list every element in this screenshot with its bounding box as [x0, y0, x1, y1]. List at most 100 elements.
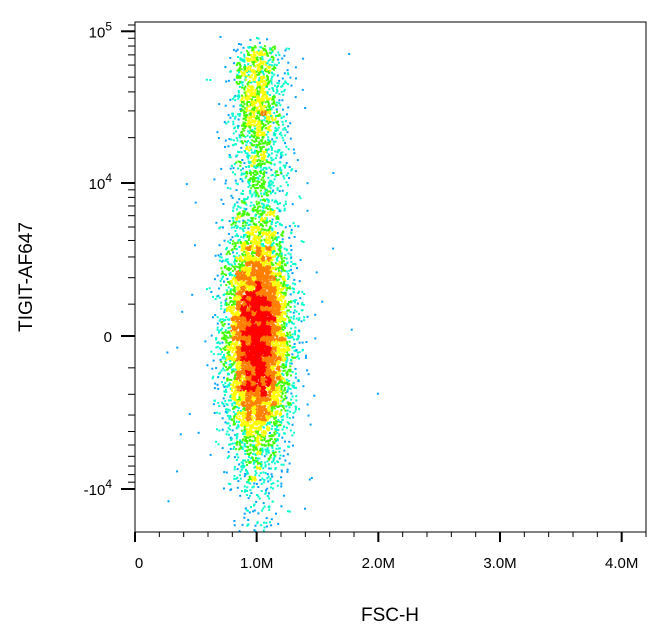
event-dot	[230, 281, 233, 284]
event-dot	[244, 253, 247, 256]
event-dot	[246, 410, 249, 412]
event-dot	[283, 312, 286, 315]
event-dot	[255, 371, 258, 374]
event-dot	[293, 305, 296, 308]
event-dot	[237, 407, 240, 410]
event-dot	[245, 256, 248, 259]
event-dot	[228, 358, 231, 361]
event-dot	[279, 355, 282, 358]
event-dot	[252, 426, 255, 429]
event-dot	[241, 262, 244, 265]
event-dot	[281, 320, 284, 323]
event-dot	[244, 381, 247, 384]
event-dot	[253, 292, 256, 295]
event-dot	[251, 304, 254, 307]
event-dot	[276, 359, 279, 362]
event-dot	[267, 412, 270, 415]
event-dot	[283, 247, 286, 250]
event-dot	[249, 180, 251, 183]
event-dot	[223, 337, 226, 340]
event-dot	[269, 444, 272, 447]
event-dot	[215, 295, 218, 298]
event-dot	[244, 287, 247, 289]
event-dot	[240, 367, 243, 370]
event-dot	[223, 280, 225, 283]
event-dot	[267, 394, 270, 396]
event-dot	[278, 260, 281, 263]
event-dot	[277, 362, 279, 365]
event-dot	[209, 453, 212, 456]
event-dot	[264, 251, 267, 254]
event-dot	[226, 267, 229, 270]
event-dot	[276, 383, 279, 385]
event-dot	[231, 300, 234, 303]
event-dot	[294, 410, 297, 413]
event-dot	[280, 395, 283, 398]
event-dot	[235, 420, 238, 423]
event-dot	[266, 267, 269, 270]
event-dot	[247, 270, 250, 273]
event-dot	[235, 371, 238, 374]
event-dot	[220, 284, 222, 287]
event-dot	[267, 272, 270, 275]
event-dot	[226, 348, 229, 351]
event-dot	[289, 253, 292, 256]
event-dot	[219, 280, 222, 282]
event-dot	[235, 278, 237, 281]
event-dot	[241, 383, 243, 386]
event-dot	[276, 221, 279, 224]
event-dot	[283, 295, 286, 298]
event-dot	[235, 233, 238, 236]
event-dot	[235, 335, 238, 338]
event-dot	[237, 293, 240, 296]
event-dot	[279, 262, 282, 265]
event-dot	[234, 303, 237, 306]
event-dot	[246, 270, 249, 273]
event-dot	[261, 329, 263, 331]
event-dot	[263, 438, 266, 441]
event-dot	[238, 420, 241, 423]
event-dot	[282, 389, 285, 392]
event-dot	[245, 288, 248, 291]
event-dot	[264, 358, 266, 361]
event-dot	[294, 372, 297, 375]
event-dot	[276, 312, 279, 315]
event-dot	[271, 287, 274, 290]
event-dot	[281, 305, 283, 308]
event-dot	[266, 403, 269, 406]
event-dot	[247, 374, 250, 377]
event-dot	[226, 291, 229, 294]
event-dot	[260, 324, 263, 327]
event-dot	[272, 334, 275, 337]
event-dot	[286, 374, 288, 377]
event-dot	[217, 341, 220, 344]
event-dot	[232, 423, 235, 426]
event-dot	[220, 304, 223, 307]
event-dot	[288, 422, 291, 425]
event-dot	[233, 422, 236, 425]
event-dot	[225, 366, 228, 369]
event-dot	[274, 451, 277, 454]
event-dot	[227, 232, 230, 235]
event-dot	[273, 424, 276, 427]
event-dot	[236, 278, 239, 281]
event-dot	[257, 205, 260, 208]
event-dot	[258, 364, 261, 367]
event-dot	[292, 384, 295, 387]
event-dot	[237, 288, 239, 291]
event-dot	[272, 394, 275, 397]
event-dot	[212, 353, 215, 356]
event-dot	[276, 232, 279, 235]
event-dot	[228, 242, 231, 244]
event-dot	[254, 453, 257, 456]
event-dot	[273, 338, 276, 341]
event-dot	[265, 295, 268, 298]
event-dot	[280, 255, 283, 258]
event-dot	[297, 329, 300, 332]
event-dot	[274, 343, 277, 346]
event-dot	[306, 315, 309, 318]
event-dot	[276, 429, 278, 431]
event-dot	[234, 390, 237, 392]
event-dot	[273, 374, 276, 377]
event-dot	[306, 403, 309, 406]
